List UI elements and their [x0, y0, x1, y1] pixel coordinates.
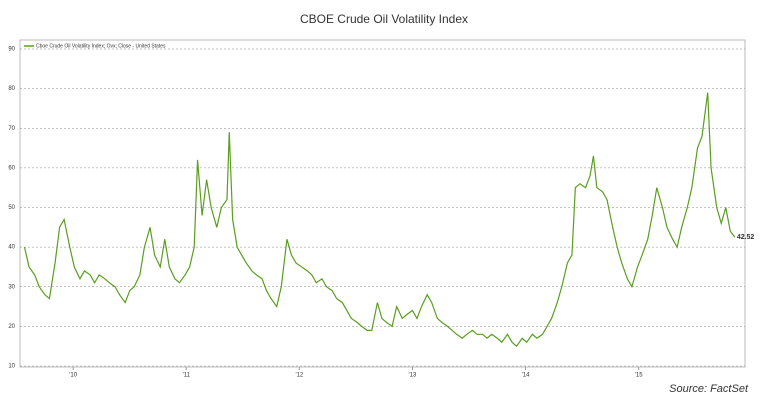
y-tick-label: 90 [8, 47, 15, 53]
series-line [23, 92, 736, 348]
x-tick-label: '14 [522, 373, 530, 379]
legend-label: Cboe Crude Oil Volatility Index; Ovx; Cl… [36, 43, 166, 49]
y-tick-label: 40 [8, 245, 15, 251]
y-tick-label: 50 [8, 205, 15, 211]
y-tick-label: 10 [8, 364, 15, 370]
y-tick-label: 80 [8, 86, 15, 92]
x-tick-label: '15 [635, 373, 643, 379]
x-tick-label: '10 [69, 373, 77, 379]
chart-title: CBOE Crude Oil Volatility Index [300, 12, 468, 26]
y-tick-label: 20 [8, 324, 15, 330]
x-tick-label: '11 [183, 373, 191, 379]
y-tick-label: 60 [8, 165, 15, 171]
end-value-label: 42.52 [737, 234, 755, 241]
source-note: Source: FactSet [669, 383, 749, 395]
y-tick-label: 70 [8, 126, 15, 132]
y-tick-label: 30 [8, 284, 15, 290]
x-tick-label: '13 [409, 373, 417, 379]
x-tick-label: '12 [295, 373, 303, 379]
plot-frame [19, 39, 746, 368]
